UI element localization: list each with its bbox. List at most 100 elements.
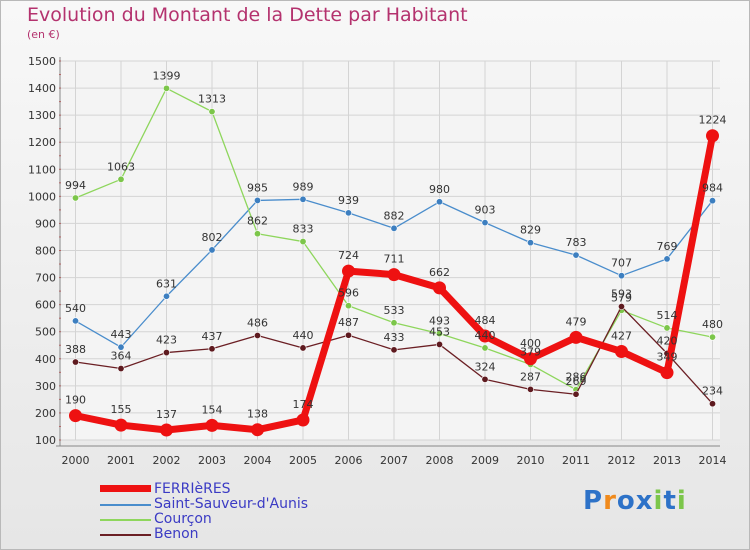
data-point — [208, 108, 216, 116]
series-2 — [72, 303, 716, 408]
data-point — [114, 418, 128, 432]
data-point — [617, 303, 625, 311]
data-label: 287 — [520, 370, 541, 383]
data-label: 138 — [247, 408, 268, 421]
data-point — [708, 197, 716, 205]
data-point — [524, 352, 537, 366]
data-point — [254, 230, 262, 238]
logo-letter: i — [676, 486, 687, 516]
data-label: 484 — [475, 314, 496, 327]
data-label: 711 — [384, 253, 405, 266]
legend-label-benon: Benon — [154, 526, 199, 542]
data-label: 154 — [202, 403, 223, 416]
x-tick-label: 2004 — [244, 454, 272, 467]
x-tick-label: 2009 — [471, 454, 499, 467]
y-tick-label: 700 — [35, 272, 56, 285]
x-tick-label: 2002 — [153, 454, 181, 467]
data-point — [708, 333, 716, 341]
data-labels: 540 443 631 802 985 989 939 882 980 903 829 783 707 7… — [65, 69, 727, 421]
data-point — [208, 345, 216, 353]
data-label: 349 — [657, 351, 678, 364]
x-tick-label: 2007 — [380, 454, 408, 467]
data-label: 662 — [429, 266, 450, 279]
data-label: 903 — [475, 204, 496, 217]
legend-item-courcon: Courçon — [100, 512, 360, 528]
data-label: 769 — [657, 240, 678, 253]
data-label: 234 — [702, 385, 723, 398]
data-point — [615, 344, 628, 358]
legend-label-saint-sauveur: Saint-Sauveur-d'Aunis — [154, 496, 309, 512]
data-label: 985 — [247, 181, 268, 194]
logo-letter: x — [635, 486, 654, 516]
data-point — [299, 344, 307, 352]
x-tick-label: 2008 — [426, 454, 454, 467]
x-tick-label: 2010 — [517, 454, 545, 467]
data-label: 829 — [520, 224, 541, 237]
data-point — [299, 238, 307, 246]
data-label: 443 — [111, 328, 132, 341]
x-tick-label: 2003 — [198, 454, 226, 467]
data-label: 802 — [202, 231, 223, 244]
data-point — [344, 209, 352, 217]
logo-letter: t — [663, 486, 677, 516]
x-tick-label: 2006 — [335, 454, 363, 467]
data-label: 596 — [338, 287, 359, 300]
data-point — [390, 319, 398, 327]
data-label: 724 — [338, 249, 359, 262]
data-label: 707 — [611, 257, 632, 270]
data-label: 783 — [566, 236, 587, 249]
data-point — [617, 272, 625, 280]
y-tick-label: 100 — [35, 434, 56, 447]
x-tick-label: 2013 — [653, 454, 681, 467]
y-tick-label: 1300 — [28, 109, 56, 122]
data-label: 1313 — [198, 93, 226, 106]
data-label: 486 — [247, 317, 268, 330]
y-tick-label: 1000 — [28, 190, 56, 203]
x-tick-label: 2012 — [608, 454, 636, 467]
logo-letter: r — [603, 486, 617, 516]
data-point — [205, 418, 219, 432]
data-point — [481, 375, 489, 383]
data-label: 388 — [65, 343, 86, 356]
legend-swatch-benon — [100, 534, 151, 536]
y-tick-label: 400 — [35, 353, 56, 366]
proxiti-logo: Proxiti — [583, 486, 687, 516]
data-label: 420 — [657, 334, 678, 347]
data-point — [254, 196, 262, 204]
x-tick-label: 2011 — [562, 454, 590, 467]
y-tick-label: 1200 — [28, 136, 56, 149]
data-point — [663, 324, 671, 332]
data-label: 833 — [293, 223, 314, 236]
y-tick-label: 1400 — [28, 82, 56, 95]
data-point — [344, 302, 352, 310]
data-label: 174 — [293, 398, 314, 411]
legend-item-ferrieres: FERRIèRES — [100, 482, 360, 498]
chart-title: Evolution du Montant de la Dette par Hab… — [27, 4, 468, 26]
legend-item-benon: Benon — [100, 527, 360, 543]
data-label: 433 — [384, 331, 405, 344]
data-point — [251, 423, 264, 437]
data-point — [526, 239, 534, 247]
logo-letter: P — [583, 486, 604, 516]
data-point — [390, 346, 398, 354]
x-tick-label: 2001 — [107, 454, 135, 467]
data-point — [117, 365, 125, 373]
data-label: 579 — [611, 291, 632, 304]
legend-swatch-ferrieres — [100, 485, 151, 492]
data-point — [160, 423, 173, 437]
data-point — [117, 175, 125, 183]
data-point — [163, 84, 171, 92]
data-label: 862 — [247, 215, 268, 228]
data-label: 939 — [338, 194, 359, 207]
data-label: 980 — [429, 183, 450, 196]
data-label: 1399 — [153, 69, 181, 82]
data-point — [69, 409, 82, 423]
data-point — [299, 195, 307, 203]
x-tick-label: 2005 — [289, 454, 317, 467]
data-label: 269 — [566, 375, 587, 388]
legend-label-ferrieres: FERRIèRES — [154, 481, 231, 497]
data-point — [481, 219, 489, 227]
y-tick-labels: 100 200 300 400 500 600 700 800 900 1000 1100 1200 1… — [28, 55, 56, 447]
data-point — [72, 194, 80, 202]
data-point — [572, 390, 580, 398]
